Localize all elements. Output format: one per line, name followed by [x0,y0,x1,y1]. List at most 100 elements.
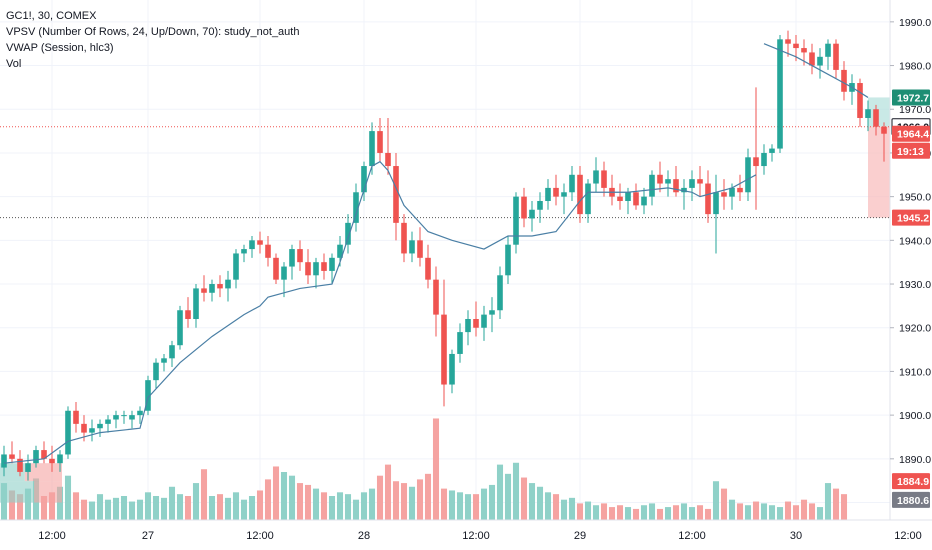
price-tag-bg [892,491,930,508]
candle-body [817,56,823,66]
candle-body [705,183,711,215]
volume-bar [504,473,512,520]
candle-body [745,157,751,193]
volume-bar [704,508,712,520]
candle-body [409,240,415,254]
candle-body [1,454,7,468]
symbol-title[interactable]: GC1!, 30, COMEX [6,10,97,22]
volume-bar [568,497,576,520]
vwap-segment [763,43,869,98]
profile-down [34,481,62,503]
candle-body [393,166,399,223]
candle-body [865,109,871,118]
candle-body [41,450,47,459]
price-tag-label: 1972.7 [897,92,929,104]
price-tick-label: 1970.0 [899,104,931,116]
volume-bar [336,492,344,520]
time-tick-label: 12:00 [246,530,274,542]
volume-bar [56,486,64,520]
candle-body [569,174,575,193]
candle-body [113,415,119,420]
volume-bar [448,490,456,520]
volume-bar [832,488,840,520]
volume-bar [152,496,160,520]
volume-bar [304,484,312,520]
candle-body [689,179,695,188]
candle-body [737,187,743,193]
time-axis[interactable]: 12:00 27 12:00 28 12:00 29 12:00 30 12:00 [0,519,932,550]
candle-body [457,332,463,354]
volume-bar [328,496,336,520]
candle-body [353,192,359,223]
candle-body [345,222,351,245]
volume-bar [352,499,360,520]
profile-up [0,481,35,503]
candle-body [505,244,511,276]
candle-body [793,43,799,49]
candle-body [369,131,375,167]
volume-bar [48,492,56,520]
candle-body [169,345,175,359]
volume-bar [208,496,216,520]
indicator-vwap[interactable]: VWAP (Session, hlc3) [6,42,114,54]
candle-body [841,69,847,92]
candle-body [785,39,791,44]
candle-body [257,240,263,245]
volume-bars [0,418,848,520]
candle-body [97,423,103,429]
volume-bar [192,483,200,520]
candle-body [329,257,335,271]
price-tag-label: 1884.9 [897,476,929,488]
candle-body [825,43,831,57]
price-tick-label: 1940.0 [899,235,931,247]
price-tick-label: 1990.0 [899,17,931,29]
candle-body [521,196,527,219]
volume-bar [184,496,192,520]
volume-bar [656,508,664,520]
volume-bar [616,505,624,520]
price-tick-label: 1890.0 [899,454,931,466]
volume-bar [272,466,280,520]
volume-bar [416,479,424,520]
candle-body [145,380,151,411]
candle-body [801,48,807,53]
volume-bar [8,490,16,520]
indicator-vol[interactable]: Vol [6,58,22,70]
volume-bar [608,507,616,520]
volume-bar [376,475,384,520]
volume-bar [112,497,120,520]
price-tag-label: 1964.4 [897,129,929,141]
candle-body [201,288,207,293]
candle-body [873,109,879,127]
candle-body [465,318,471,333]
indicator-vpsv[interactable]: VPSV (Number Of Rows, 24, Up/Down, 70): … [6,26,300,38]
time-tick-label: 12:00 [462,530,490,542]
volume-bar [816,507,824,520]
price-axis-bg [890,0,932,520]
price-tag-bg [892,473,930,490]
candle-body [481,314,487,328]
volume-bar [280,472,288,520]
candle-body [625,192,631,202]
volume-bar [480,488,488,520]
volume-bar [104,499,112,520]
volume-bar [16,494,24,520]
price-axis[interactable]: 1890.0 1900.0 1910.0 1920.0 1930.0 1940.0 1950… [889,0,932,550]
candle-body [697,179,703,184]
candle-body [729,187,735,197]
time-tick-label: 12:00 [678,530,706,542]
candle-body [225,279,231,289]
candle-body [561,192,567,197]
candle-body [537,201,543,210]
volume-bar [40,496,48,520]
time-tick-label: 29 [574,530,586,542]
volume-bar [408,486,416,520]
volume-bar [464,494,472,520]
candle-body [313,262,319,276]
vwap-segment [3,160,757,464]
candle-body [233,253,239,280]
time-tick-label: 27 [142,530,154,542]
volume-bar [808,503,816,520]
